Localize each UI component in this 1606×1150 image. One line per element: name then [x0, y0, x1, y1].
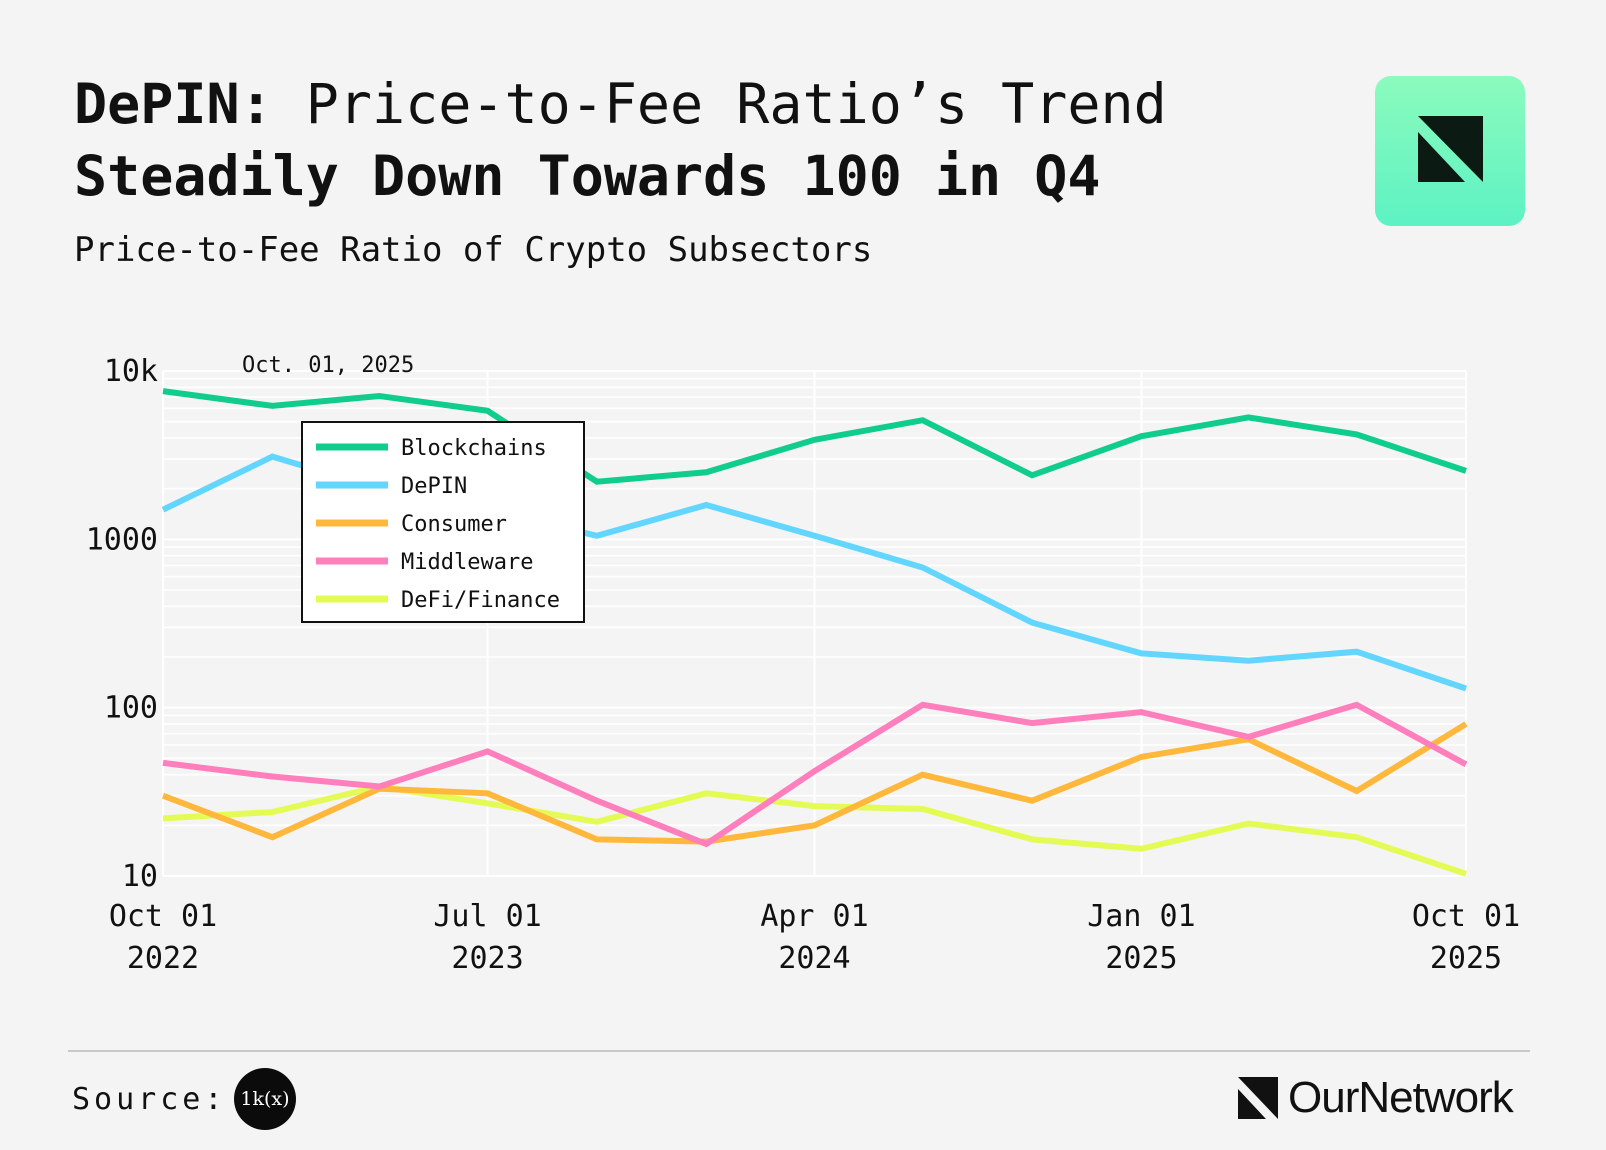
x-tick-label: Oct 01 — [109, 899, 217, 934]
x-tick-year-label: 2025 — [1105, 941, 1177, 976]
y-tick-label: 100 — [104, 691, 158, 726]
title-brand: DePIN: — [74, 72, 273, 136]
legend-label: Blockchains — [401, 436, 547, 461]
footer-divider — [68, 1050, 1530, 1052]
legend-label: Consumer — [401, 512, 507, 537]
chart-title: DePIN: Price-to-Fee Ratio’s Trend Steadi… — [74, 68, 1274, 212]
x-tick-year-label: 2022 — [127, 941, 199, 976]
y-tick-label: 10 — [122, 859, 158, 894]
chart-legend: Blockchains DePIN Consumer Middleware DeFi/F… — [301, 421, 585, 623]
chart-subtitle: Price-to-Fee Ratio of Crypto Subsectors — [74, 230, 873, 270]
ournetwork-wordmark: OurNetwork — [1288, 1073, 1514, 1122]
x-tick-label: Oct 01 — [1412, 899, 1520, 934]
title-rest: Price-to-Fee Ratio’s Trend — [272, 72, 1167, 136]
x-tick-label: Jul 01 — [433, 899, 541, 934]
date-annotation: Oct. 01, 2025 — [242, 353, 414, 378]
x-tick-label: Jan 01 — [1087, 899, 1195, 934]
x-tick-label: Apr 01 — [760, 899, 868, 934]
legend-label: DePIN — [401, 474, 467, 499]
x-tick-year-label: 2025 — [1430, 941, 1502, 976]
price-to-fee-chart: 10 100 1000 10k Oct 01 2022 Jul 01 2023 Apr 01 2… — [86, 353, 1520, 976]
ournetwork-logo-icon — [1238, 1077, 1278, 1119]
ournetwork-logo: OurNetwork — [1238, 1073, 1514, 1122]
ournetwork-mark-icon — [1418, 116, 1483, 182]
y-tick-label: 10k — [104, 354, 158, 389]
legend-label: Middleware — [401, 550, 533, 575]
legend-label: DeFi/Finance — [401, 588, 560, 613]
y-tick-label: 1000 — [86, 522, 158, 557]
x-axis: Oct 01 2022 Jul 01 2023 Apr 01 2024 Jan 01 2025… — [109, 899, 1520, 976]
source-label: Source: — [72, 1082, 227, 1117]
x-tick-year-label: 2023 — [451, 941, 523, 976]
x-tick-year-label: 2024 — [778, 941, 850, 976]
ournetwork-logo-tile — [1375, 76, 1525, 226]
title-line-2: Steadily Down Towards 100 in Q4 — [74, 144, 1101, 208]
y-axis: 10 100 1000 10k — [86, 354, 158, 894]
series-line-middleware — [162, 701, 1468, 848]
source-1kx-logo: 1k(x) — [234, 1068, 296, 1130]
series-line-blockchains — [162, 388, 1467, 485]
